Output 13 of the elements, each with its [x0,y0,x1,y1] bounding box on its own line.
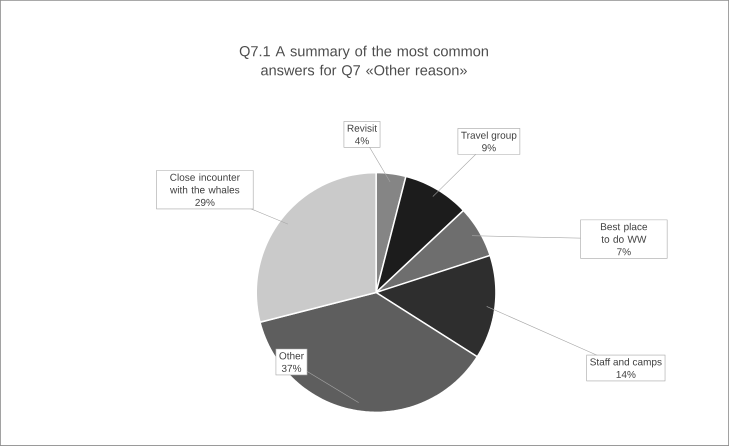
data-label: 14% [616,370,636,378]
chart-title: Q7.1 A summary of the most common answers for Q7 «Other reason» [240,46,488,78]
slice-label: Close incounter with the whales [170,174,240,194]
data-label: 37% [282,364,302,372]
slice-label: Staff and camps [590,358,662,368]
data-label: 9% [482,144,496,152]
data-label: 29% [195,198,215,206]
data-label: 4% [354,137,369,144]
slice-label: Revisit [348,124,377,132]
slice-label: Best place to do WW [600,222,648,243]
slice-label: Travel group [461,131,516,141]
slice-label: Other [279,352,304,360]
data-label: 7% [617,248,631,256]
